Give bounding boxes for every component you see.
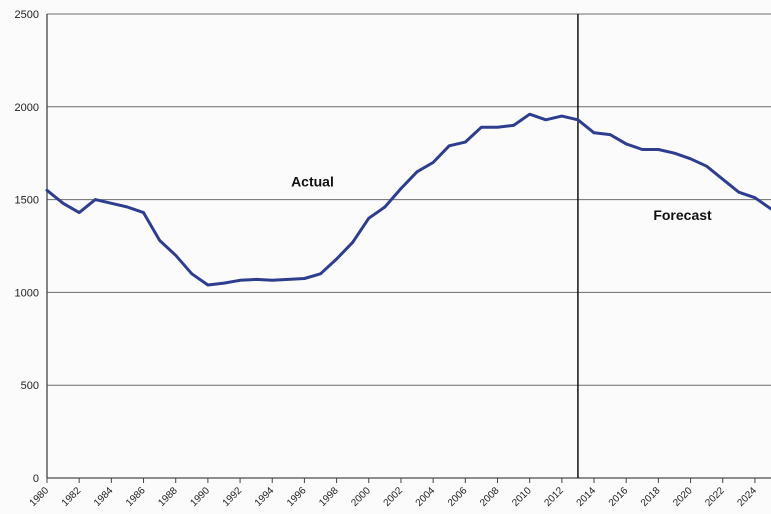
y-tick-label: 0 <box>33 473 39 485</box>
data-point <box>94 198 97 201</box>
data-point <box>608 133 612 136</box>
data-point <box>383 205 387 209</box>
data-point <box>415 170 419 173</box>
x-tick-label: 2024 <box>736 485 760 509</box>
data-point <box>705 164 708 168</box>
grid-layer <box>47 13 771 479</box>
data-point <box>190 272 193 276</box>
data-point <box>480 126 483 129</box>
y-tick-label: 1500 <box>15 195 39 207</box>
data-point <box>287 278 290 281</box>
y-tick-label: 500 <box>21 380 39 392</box>
data-point <box>351 241 354 244</box>
data-point <box>673 152 676 155</box>
data-point <box>528 113 531 116</box>
y-tick-label: 2000 <box>15 102 39 114</box>
data-point <box>641 148 644 151</box>
data-point <box>335 257 338 261</box>
data-point <box>464 140 467 144</box>
data-point <box>737 190 741 194</box>
x-tick-label: 2014 <box>575 485 599 509</box>
x-tick-label: 2008 <box>478 485 502 509</box>
data-point <box>367 216 370 220</box>
data-point <box>448 144 451 147</box>
data-point <box>158 239 161 242</box>
data-point <box>560 114 564 118</box>
data-point <box>657 148 660 151</box>
x-tick-label: 1988 <box>156 485 180 509</box>
data-point <box>45 189 49 192</box>
annotation-label: Forecast <box>653 207 712 223</box>
data-point <box>303 277 306 280</box>
data-point <box>174 254 177 257</box>
data-point <box>206 283 210 287</box>
data-point <box>319 272 322 276</box>
x-tick-label: 1986 <box>124 485 148 509</box>
data-point <box>254 278 258 281</box>
x-tick-label: 2010 <box>510 485 534 509</box>
axis-layer <box>46 14 756 483</box>
x-tick-label: 2016 <box>607 485 631 509</box>
data-point <box>271 279 274 282</box>
x-tick-label: 1980 <box>28 485 52 509</box>
y-tick-label: 2500 <box>15 9 39 21</box>
data-point <box>689 157 692 160</box>
data-point <box>77 211 81 214</box>
x-tick-label: 1994 <box>253 485 277 509</box>
label-layer: 0 500 1000 1500 2000 2500 1980 1982 1984 1986 1988… <box>15 9 760 509</box>
x-tick-label: 1982 <box>60 485 84 509</box>
x-tick-label: 2012 <box>542 485 566 509</box>
x-tick-label: 1998 <box>317 485 341 509</box>
x-tick-label: 2018 <box>639 485 663 509</box>
x-tick-label: 2006 <box>446 485 470 509</box>
data-point <box>592 131 596 134</box>
data-point <box>544 118 547 121</box>
data-point <box>576 118 580 121</box>
data-point <box>625 142 628 146</box>
data-point <box>431 161 435 164</box>
data-point <box>753 196 757 199</box>
x-tick-label: 2000 <box>349 485 373 509</box>
data-point <box>496 126 499 129</box>
data-point <box>721 177 724 181</box>
series-layer <box>45 112 771 287</box>
data-point <box>399 187 403 190</box>
x-tick-label: 2002 <box>382 485 406 509</box>
series-line-0 <box>45 112 771 287</box>
x-tick-label: 1984 <box>92 485 116 509</box>
data-point <box>61 202 65 205</box>
data-point <box>238 279 242 282</box>
data-point <box>110 202 113 205</box>
data-point <box>126 205 129 209</box>
data-point <box>142 211 145 214</box>
x-tick-label: 2004 <box>414 485 438 509</box>
data-point <box>222 281 226 285</box>
x-tick-label: 2022 <box>703 485 727 509</box>
data-point <box>512 124 515 127</box>
y-tick-label: 1000 <box>15 287 39 299</box>
x-tick-label: 2020 <box>671 485 695 509</box>
x-tick-label: 1990 <box>188 485 212 509</box>
x-tick-label: 1996 <box>285 485 309 509</box>
x-tick-label: 1992 <box>221 485 245 509</box>
annotation-label: Actual <box>291 174 334 190</box>
